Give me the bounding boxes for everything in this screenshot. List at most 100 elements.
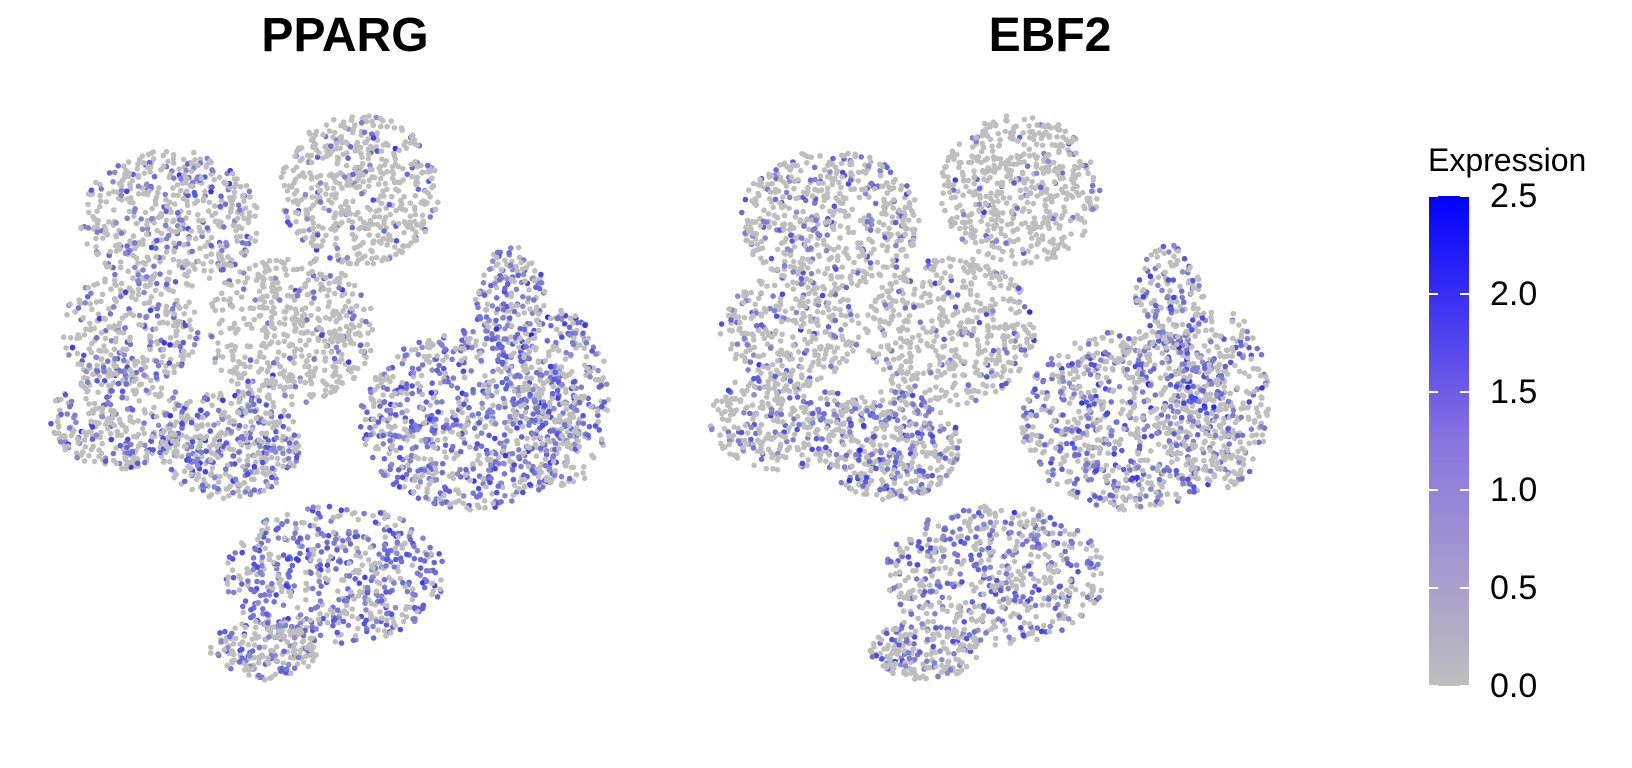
cell-point xyxy=(467,477,474,484)
cell-point xyxy=(555,417,561,423)
cell-point xyxy=(502,285,508,292)
cell-point xyxy=(452,345,459,352)
cell-point xyxy=(111,304,117,310)
cell-point xyxy=(257,592,264,599)
cell-point xyxy=(309,624,316,630)
cell-point xyxy=(173,471,179,478)
cell-point xyxy=(486,432,492,439)
cell-point xyxy=(790,279,796,286)
cell-point xyxy=(365,536,372,543)
cell-point xyxy=(273,265,280,272)
cell-point xyxy=(354,545,360,552)
cell-point xyxy=(384,386,391,393)
cell-point xyxy=(566,332,573,338)
cell-point xyxy=(263,402,270,408)
cell-point xyxy=(178,175,184,182)
cell-point xyxy=(144,449,151,456)
cell-point xyxy=(525,444,532,451)
cell-point xyxy=(522,458,528,465)
cell-point xyxy=(838,152,845,159)
cell-point xyxy=(225,486,231,492)
cell-point xyxy=(372,519,379,526)
cell-point xyxy=(518,397,525,404)
cell-point xyxy=(181,156,187,163)
cell-point xyxy=(364,584,371,591)
cell-point xyxy=(368,247,374,254)
cell-point xyxy=(298,629,305,636)
cell-point xyxy=(259,554,266,560)
cell-point xyxy=(353,303,360,309)
cell-point xyxy=(305,506,311,512)
cell-point xyxy=(412,193,419,199)
cell-point xyxy=(222,466,229,473)
cell-point xyxy=(327,273,334,279)
cell-point xyxy=(220,397,226,404)
cell-point xyxy=(181,311,188,317)
cell-point xyxy=(465,415,471,421)
cell-point xyxy=(427,214,434,220)
cell-point xyxy=(496,277,503,283)
cell-point xyxy=(208,268,214,274)
cell-point xyxy=(263,431,270,437)
cell-point xyxy=(94,378,100,384)
cell-point xyxy=(164,276,170,283)
cell-point xyxy=(238,294,245,300)
cell-point xyxy=(236,399,242,405)
cell-point xyxy=(216,174,223,181)
cell-point xyxy=(538,280,545,286)
cell-point xyxy=(124,395,130,402)
cell-point xyxy=(80,429,87,436)
cell-point xyxy=(144,181,150,187)
cell-point xyxy=(438,341,445,348)
cell-point xyxy=(174,182,181,188)
cell-point xyxy=(144,357,150,364)
cell-point xyxy=(299,313,306,320)
cell-point xyxy=(236,587,243,593)
cell-point xyxy=(378,468,385,475)
cell-point xyxy=(238,225,245,232)
cell-point xyxy=(295,210,302,217)
cell-point xyxy=(162,222,169,229)
cell-point xyxy=(121,163,127,169)
cell-point xyxy=(191,341,198,348)
cell-point xyxy=(282,315,288,322)
cell-point xyxy=(194,176,200,182)
cell-point xyxy=(351,324,357,331)
cell-point xyxy=(377,609,383,615)
cell-point xyxy=(250,612,257,619)
cell-point xyxy=(162,191,169,198)
cell-point xyxy=(259,527,265,533)
cell-point xyxy=(325,567,331,574)
cell-point xyxy=(261,299,268,305)
cell-point xyxy=(372,387,378,393)
cell-point xyxy=(551,472,558,479)
cell-point xyxy=(332,129,338,136)
cell-point xyxy=(592,423,599,429)
cell-point xyxy=(299,155,305,162)
cell-point xyxy=(228,378,235,384)
cell-point xyxy=(294,292,301,299)
cell-point xyxy=(105,415,112,422)
cell-point xyxy=(215,651,221,657)
cell-point xyxy=(328,553,334,560)
cell-point xyxy=(204,225,211,231)
cell-point xyxy=(339,258,346,265)
cell-point xyxy=(308,556,315,563)
cell-point xyxy=(172,406,178,412)
cell-point xyxy=(405,242,412,249)
cell-point xyxy=(142,283,149,290)
cell-point xyxy=(160,346,167,353)
cell-point xyxy=(278,174,285,181)
cell-point xyxy=(422,228,429,235)
cell-point xyxy=(200,476,207,483)
cell-point xyxy=(141,289,147,296)
cell-point xyxy=(376,551,382,557)
cell-point xyxy=(435,199,441,206)
cell-point xyxy=(512,417,519,423)
cell-point xyxy=(495,404,502,411)
cell-point xyxy=(255,369,262,375)
cell-point xyxy=(536,394,543,401)
cell-point xyxy=(148,294,155,300)
cell-point xyxy=(163,281,170,288)
cell-point xyxy=(354,251,361,258)
